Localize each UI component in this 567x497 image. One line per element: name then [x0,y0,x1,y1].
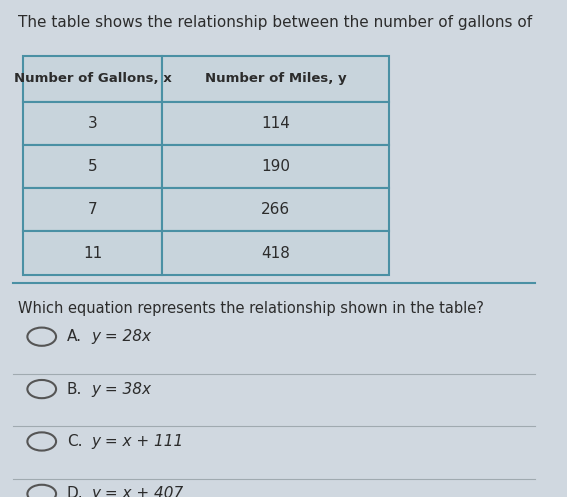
Text: 114: 114 [261,116,290,131]
Text: Which equation represents the relationship shown in the table?: Which equation represents the relationsh… [18,301,484,316]
FancyBboxPatch shape [23,145,162,188]
Text: Number of Miles, y: Number of Miles, y [205,73,346,85]
Text: D.: D. [67,487,83,497]
FancyBboxPatch shape [162,232,389,275]
Text: 5: 5 [88,159,98,174]
Text: 7: 7 [88,202,98,217]
FancyBboxPatch shape [162,145,389,188]
Text: 190: 190 [261,159,290,174]
Text: Number of Gallons, x: Number of Gallons, x [14,73,172,85]
FancyBboxPatch shape [23,101,162,145]
FancyBboxPatch shape [162,101,389,145]
FancyBboxPatch shape [23,232,162,275]
FancyBboxPatch shape [23,56,162,101]
Text: The table shows the relationship between the number of gallons of g: The table shows the relationship between… [18,15,547,30]
FancyBboxPatch shape [162,188,389,232]
Text: B.: B. [67,382,82,397]
Text: y = 38x: y = 38x [91,382,151,397]
Text: C.: C. [67,434,82,449]
Text: 11: 11 [83,246,103,260]
Text: y = 28x: y = 28x [91,329,151,344]
Text: 418: 418 [261,246,290,260]
Text: A.: A. [67,329,82,344]
Text: 266: 266 [261,202,290,217]
FancyBboxPatch shape [23,188,162,232]
Text: y = x + 111: y = x + 111 [91,434,184,449]
Text: y = x + 407: y = x + 407 [91,487,184,497]
FancyBboxPatch shape [162,56,389,101]
Text: 3: 3 [88,116,98,131]
